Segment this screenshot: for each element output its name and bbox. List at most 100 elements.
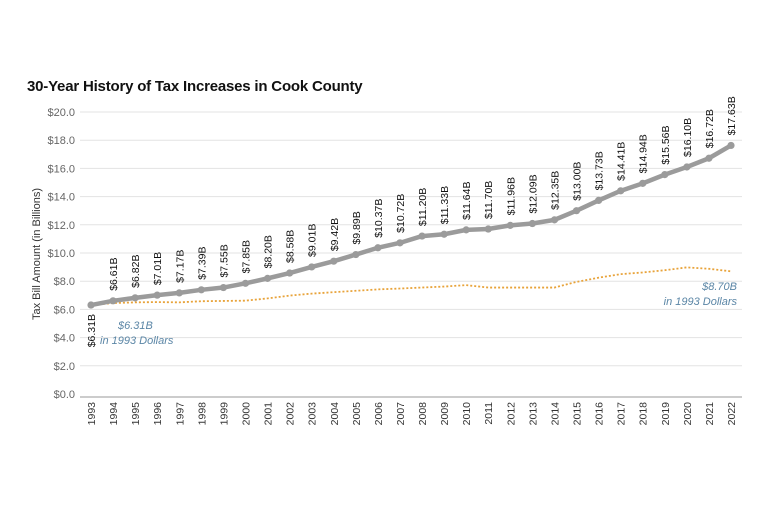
data-label: $7.55B bbox=[218, 244, 230, 277]
data-point bbox=[175, 289, 183, 297]
data-point bbox=[462, 226, 470, 234]
data-point bbox=[617, 187, 625, 195]
data-label: $16.72B bbox=[704, 109, 716, 148]
x-tick-label: 2006 bbox=[373, 402, 385, 426]
y-tick-label: $10.0 bbox=[47, 248, 75, 260]
x-tick-label: 1998 bbox=[196, 402, 208, 426]
y-tick-label: $4.0 bbox=[54, 333, 75, 345]
data-point bbox=[440, 230, 448, 238]
y-tick-label: $18.0 bbox=[47, 135, 75, 147]
annotation-end-value: $8.70B bbox=[701, 281, 737, 293]
data-point bbox=[528, 219, 536, 228]
x-tick-label: 2012 bbox=[505, 402, 517, 426]
data-label: $8.58B bbox=[285, 230, 297, 263]
data-point bbox=[550, 216, 559, 224]
data-label: $17.63B bbox=[726, 96, 738, 135]
x-tick-label: 2000 bbox=[240, 402, 252, 426]
x-tick-label: 2016 bbox=[594, 402, 606, 426]
x-tick-label: 2010 bbox=[461, 402, 473, 426]
data-label: $13.73B bbox=[594, 151, 606, 190]
data-point bbox=[418, 232, 426, 240]
y-tick-label: $12.0 bbox=[47, 220, 75, 232]
x-tick-label: 2018 bbox=[638, 402, 650, 426]
x-tick-label: 1996 bbox=[152, 402, 164, 426]
data-point bbox=[572, 207, 581, 215]
data-label: $8.20B bbox=[263, 235, 275, 268]
annotation-end-caption: in 1993 Dollars bbox=[664, 296, 738, 308]
data-point bbox=[484, 225, 492, 233]
data-label: $10.37B bbox=[373, 199, 385, 238]
data-point bbox=[705, 154, 713, 162]
x-tick-label: 2014 bbox=[549, 402, 561, 426]
series-line-nominal bbox=[88, 143, 734, 308]
x-tick-label: 2008 bbox=[417, 402, 429, 426]
series-layer bbox=[87, 141, 735, 309]
x-tick-label: 2019 bbox=[660, 402, 672, 426]
data-point bbox=[396, 239, 404, 247]
data-label: $9.01B bbox=[307, 224, 319, 257]
data-label: $6.61B bbox=[108, 258, 120, 291]
data-point bbox=[87, 301, 95, 309]
series-line-1993-dollars bbox=[90, 266, 732, 306]
x-tick-label: 2003 bbox=[307, 402, 319, 426]
x-tick-label: 2009 bbox=[439, 402, 451, 426]
data-label: $7.85B bbox=[240, 240, 252, 273]
x-tick-label: 2005 bbox=[351, 402, 363, 426]
data-label: $11.20B bbox=[417, 188, 429, 226]
y-tick-label: $20.0 bbox=[47, 107, 75, 119]
data-labels: $6.31B $6.61B $6.82B $7.01B $7.17B $7.39B $7.5… bbox=[86, 96, 738, 347]
data-point bbox=[286, 269, 294, 277]
data-point bbox=[131, 294, 139, 302]
data-label: $7.17B bbox=[174, 250, 186, 283]
y-tick-label: $8.0 bbox=[54, 276, 75, 288]
data-point bbox=[727, 141, 735, 150]
data-point bbox=[153, 291, 161, 299]
data-label: $6.31B bbox=[86, 314, 98, 347]
data-point bbox=[219, 283, 228, 292]
data-point bbox=[197, 286, 205, 294]
x-tick-label: 2007 bbox=[395, 402, 407, 426]
x-tick-label: 1997 bbox=[174, 402, 186, 426]
data-point bbox=[374, 244, 382, 252]
x-tick-label: 2015 bbox=[572, 402, 584, 426]
data-label: $14.94B bbox=[638, 134, 650, 173]
y-tick-label: $16.0 bbox=[47, 163, 75, 175]
data-label: $9.42B bbox=[329, 218, 341, 251]
x-tick-label: 1993 bbox=[86, 402, 98, 426]
x-tick-label: 2011 bbox=[483, 402, 495, 425]
data-point bbox=[241, 279, 250, 287]
data-point bbox=[506, 221, 514, 229]
data-label: $10.72B bbox=[395, 194, 407, 233]
annotation-start-caption: in 1993 Dollars bbox=[100, 335, 174, 347]
data-point bbox=[308, 263, 316, 271]
data-label: $16.10B bbox=[682, 118, 694, 157]
gridlines bbox=[80, 111, 742, 367]
data-label: $15.56B bbox=[660, 125, 672, 164]
data-label: $9.89B bbox=[351, 211, 363, 244]
y-tick-label: $14.0 bbox=[47, 192, 75, 204]
y-tick-label: $2.0 bbox=[54, 361, 75, 373]
annotations: $6.31B in 1993 Dollars $8.70B in 1993 Dolla… bbox=[100, 281, 737, 347]
annotation-start-value: $6.31B bbox=[117, 320, 153, 332]
data-label: $14.41B bbox=[616, 142, 628, 181]
y-axis: $0.0 $2.0 $4.0 $6.0 $8.0 $10.0 $12.0 $14.0 $16.0… bbox=[47, 107, 75, 401]
data-label: $13.00B bbox=[572, 162, 584, 201]
x-tick-label: 2017 bbox=[616, 402, 628, 426]
x-tick-label: 2001 bbox=[263, 402, 275, 426]
x-tick-label: 2022 bbox=[726, 402, 738, 426]
x-tick-label: 1999 bbox=[218, 402, 230, 426]
x-tick-label: 1994 bbox=[108, 402, 120, 426]
data-label: $7.39B bbox=[196, 247, 208, 280]
data-label: $12.35B bbox=[549, 171, 561, 210]
data-label: $11.64B bbox=[461, 182, 473, 220]
x-tick-label: 2002 bbox=[285, 402, 297, 426]
data-point bbox=[594, 196, 603, 205]
x-tick-label: 1995 bbox=[130, 402, 142, 426]
data-label: $11.33B bbox=[439, 186, 451, 224]
y-tick-label: $0.0 bbox=[54, 389, 75, 401]
data-point bbox=[683, 163, 691, 171]
y-axis-label: Tax Bill Amount (in Billions) bbox=[31, 188, 43, 320]
data-label: $11.96B bbox=[505, 177, 517, 215]
x-axis: 1993 1994 1995 1996 1997 1998 1999 2000 2001 2002… bbox=[86, 402, 738, 426]
